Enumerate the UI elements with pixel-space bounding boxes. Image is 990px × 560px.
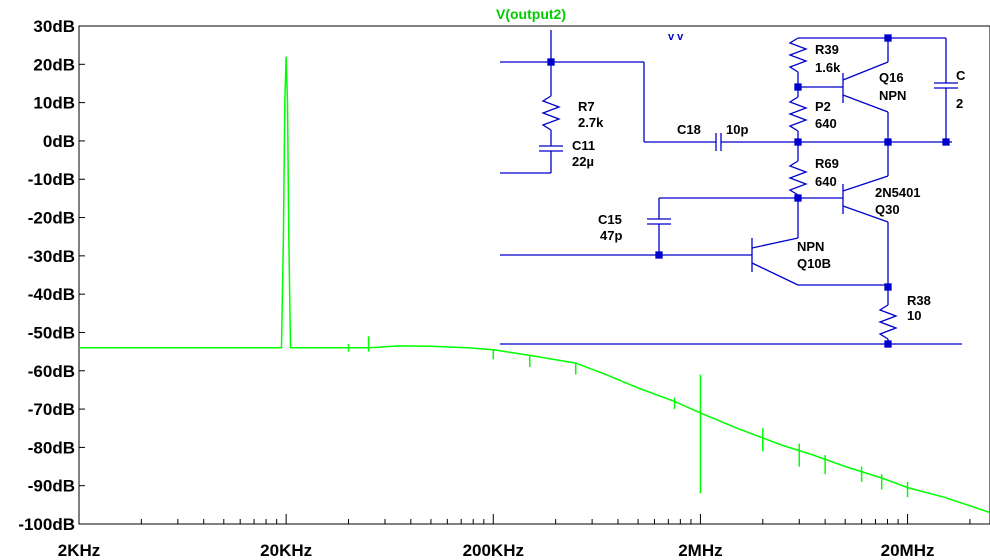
y-tick-label: -100dB [18,515,75,534]
label-r39-name: R39 [815,42,839,57]
label-q10b-type: NPN [797,239,824,254]
label-r7-name: R7 [578,99,595,114]
transistor-q30-collector [842,205,889,223]
label-c15-value: 47p [600,228,622,243]
y-tick-label: -60dB [28,362,75,381]
schematic-fragment: v v [668,31,684,43]
transistor-q10b-emitter [751,262,799,286]
resistor-r7 [541,95,561,131]
resistor-r69 [788,160,808,196]
series-line [79,56,990,514]
label-c11-value: 22µ [572,154,594,169]
label-q30-name: Q30 [875,202,900,217]
label-q16-name: Q16 [879,70,904,85]
y-tick-label: -50dB [28,323,75,342]
junction-dot [655,251,663,259]
y-tick-label: 10dB [33,94,75,113]
y-tick-label: -10dB [28,170,75,189]
spike-group [347,336,909,498]
label-r69-name: R69 [815,156,839,171]
label-q10b-name: Q10B [797,256,831,271]
label-r7-value: 2.7k [578,115,604,130]
transistor-q16-emitter [842,94,889,113]
y-tick-label: -30dB [28,247,75,266]
junction-dot [884,340,892,348]
schematic-overlay: v v R7 2.7k C11 22µ C18 10p R39 1.6k Q16… [500,30,970,350]
label-p2-name: P2 [815,99,831,114]
y-tick-label: 0dB [43,132,75,151]
label-c15-name: C15 [598,212,622,227]
label-q16-type: NPN [879,88,906,103]
resistor-p2 [788,96,808,132]
series-group [79,56,990,514]
junction-dot [547,58,555,66]
label-c18-value: 10p [726,122,748,137]
y-tick-label: 20dB [33,55,75,74]
junction-dot [884,138,892,146]
y-tick-label: -80dB [28,438,75,457]
label-r38-value: 10 [907,308,921,323]
transistor-q30-emitter [842,175,889,192]
junction-dot [884,283,892,291]
chart-title: V(output2) [496,6,566,22]
x-tick-label: 20KHz [260,541,312,560]
x-tick-label: 200KHz [463,541,524,560]
y-tick-label: -90dB [28,477,75,496]
label-r69-value: 640 [815,174,837,189]
resistor-r39 [788,37,808,73]
label-c11-name: C11 [572,138,595,153]
x-tick-label: 20MHz [881,541,935,560]
y-tick-label: -40dB [28,285,75,304]
junction-dot [794,138,802,146]
schematic-background [500,30,970,350]
label-r38-name: R38 [907,293,931,308]
label-r39-value: 1.6k [815,60,841,75]
x-tick-label: 2MHz [678,541,722,560]
transistor-q10b-collector [751,237,799,249]
label-q30-part: 2N5401 [875,185,921,200]
plot-frame [78,25,990,525]
junction-dot [884,34,892,42]
label-c18-name: C18 [677,122,701,137]
y-tick-label: -70dB [28,400,75,419]
x-tick-label: 2KHz [58,541,101,560]
transistor-q16-collector [842,61,889,81]
label-cut-right-name: C [956,68,966,83]
label-p2-value: 640 [815,116,837,131]
junction-dot [942,138,950,146]
y-tick-label: 30dB [33,17,75,36]
y-axis: 30dB 20dB 10dB 0dB -10dB -20dB -30dB -40dB -50dB… [18,17,85,534]
x-axis: 2KHz 20KHz 200KHz 2MHz 20MHz [58,514,971,560]
label-cut-right-value: 2 [956,96,963,111]
y-tick-label: -20dB [28,209,75,228]
resistor-r38 [878,304,898,340]
